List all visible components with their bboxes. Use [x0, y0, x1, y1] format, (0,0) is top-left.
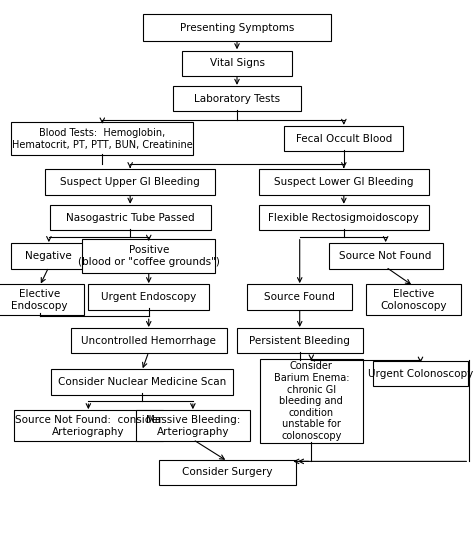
Text: Uncontrolled Hemorrhage: Uncontrolled Hemorrhage [82, 336, 216, 346]
FancyBboxPatch shape [260, 359, 363, 443]
FancyBboxPatch shape [45, 169, 215, 195]
FancyBboxPatch shape [14, 410, 163, 441]
FancyBboxPatch shape [11, 243, 86, 268]
Text: Blood Tests:  Hemoglobin,
Hematocrit, PT, PTT, BUN, Creatinine: Blood Tests: Hemoglobin, Hematocrit, PT,… [12, 128, 192, 149]
FancyBboxPatch shape [11, 122, 193, 155]
FancyBboxPatch shape [173, 86, 301, 111]
Text: Source Not Found: Source Not Found [339, 251, 432, 261]
FancyBboxPatch shape [237, 328, 363, 353]
FancyBboxPatch shape [365, 285, 461, 315]
FancyBboxPatch shape [247, 285, 352, 310]
Text: Laboratory Tests: Laboratory Tests [194, 94, 280, 104]
Text: Fecal Occult Blood: Fecal Occult Blood [296, 134, 392, 144]
Text: Suspect Upper GI Bleeding: Suspect Upper GI Bleeding [60, 177, 200, 187]
FancyBboxPatch shape [88, 285, 210, 310]
FancyBboxPatch shape [159, 459, 296, 485]
FancyBboxPatch shape [82, 239, 215, 273]
Text: Elective
Colonoscopy: Elective Colonoscopy [380, 289, 447, 311]
Text: Suspect Lower GI Bleeding: Suspect Lower GI Bleeding [274, 177, 414, 187]
FancyBboxPatch shape [259, 169, 429, 195]
FancyBboxPatch shape [284, 126, 403, 151]
Text: Consider Surgery: Consider Surgery [182, 467, 273, 477]
Text: Elective
Endoscopy: Elective Endoscopy [11, 289, 68, 311]
Text: Vital Signs: Vital Signs [210, 58, 264, 68]
FancyBboxPatch shape [136, 410, 250, 441]
Text: Source Found: Source Found [264, 292, 335, 302]
Text: Consider Nuclear Medicine Scan: Consider Nuclear Medicine Scan [58, 377, 226, 387]
Text: Massive Bleeding:
Arteriography: Massive Bleeding: Arteriography [146, 415, 240, 437]
FancyBboxPatch shape [0, 285, 84, 315]
Text: Urgent Endoscopy: Urgent Endoscopy [101, 292, 196, 302]
FancyBboxPatch shape [328, 243, 443, 268]
Text: Positive
(blood or "coffee grounds"): Positive (blood or "coffee grounds") [78, 245, 219, 267]
Text: Persistent Bleeding: Persistent Bleeding [249, 336, 350, 346]
Text: Negative: Negative [26, 251, 72, 261]
FancyBboxPatch shape [182, 50, 292, 75]
FancyBboxPatch shape [71, 328, 227, 353]
FancyBboxPatch shape [259, 205, 429, 230]
Text: Consider
Barium Enema:
chronic GI
bleeding and
condition
unstable for
colonoscop: Consider Barium Enema: chronic GI bleedi… [273, 361, 349, 441]
FancyBboxPatch shape [143, 15, 331, 41]
Text: Flexible Rectosigmoidoscopy: Flexible Rectosigmoidoscopy [268, 212, 419, 222]
Text: Source Not Found:  consider
Arteriography: Source Not Found: consider Arteriography [15, 415, 162, 437]
FancyBboxPatch shape [50, 205, 210, 230]
FancyBboxPatch shape [373, 361, 468, 386]
Text: Presenting Symptoms: Presenting Symptoms [180, 22, 294, 32]
Text: Nasogastric Tube Passed: Nasogastric Tube Passed [66, 212, 194, 222]
Text: Urgent Colonoscopy: Urgent Colonoscopy [368, 369, 473, 379]
FancyBboxPatch shape [51, 369, 233, 395]
